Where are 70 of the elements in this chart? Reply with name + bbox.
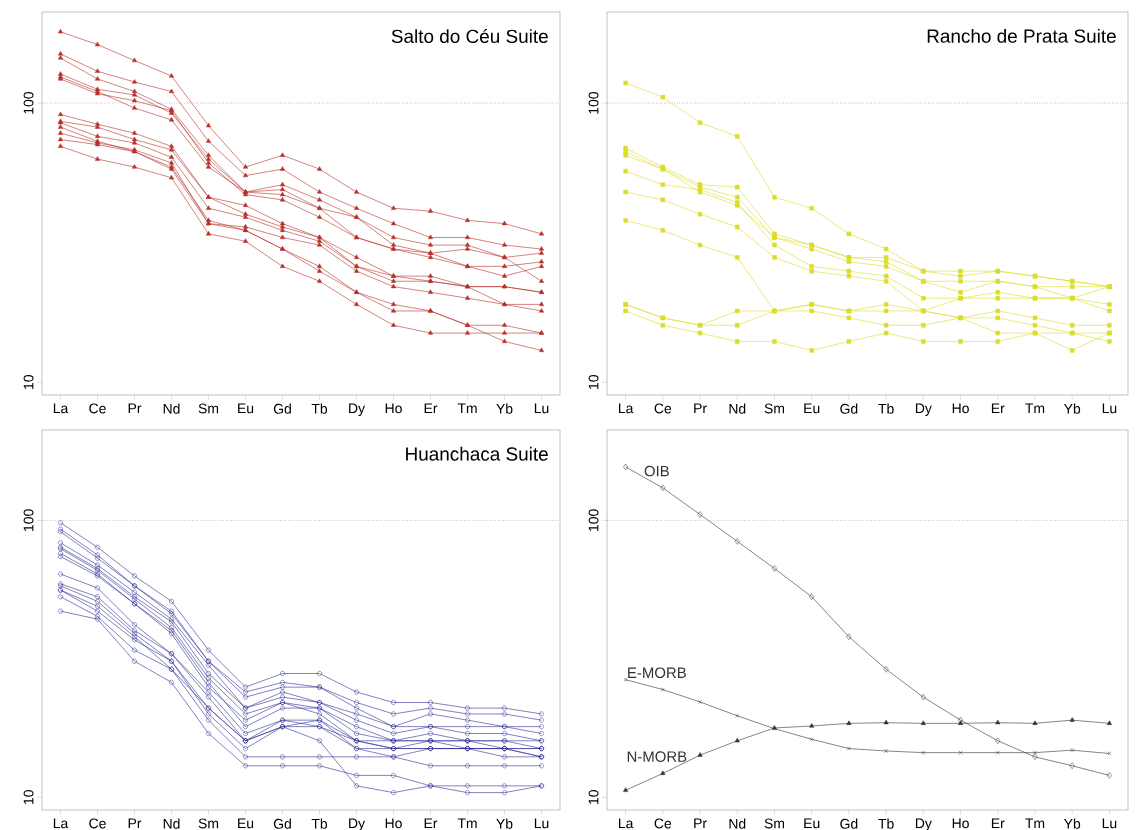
y-tick-label: 10: [588, 375, 599, 389]
x-tick-label: Nd: [163, 818, 180, 829]
x-tick-label: Gd: [840, 818, 858, 829]
series-label: OIB: [644, 465, 669, 477]
x-tick-label: Sm: [198, 818, 219, 829]
x-tick-label: Nd: [729, 403, 746, 414]
x-tick-label: Tm: [457, 403, 477, 414]
x-tick-label: Dy: [349, 403, 365, 416]
x-tick-label: Lu: [534, 818, 549, 829]
x-tick-label: Er: [991, 818, 1005, 829]
x-tick-label: Ho: [385, 403, 402, 414]
x-tick-label: Gd: [840, 403, 858, 414]
x-tick-label: Tm: [1025, 403, 1045, 414]
text: Salto do Céu Suite: [391, 28, 548, 44]
x-tick-label: Lu: [1102, 403, 1117, 414]
x-tick-label: Lu: [534, 403, 549, 414]
x-tick-label: Tm: [457, 818, 477, 829]
x-tick-label: Yb: [1063, 818, 1081, 829]
x-tick-label: Sm: [764, 403, 785, 414]
x-tick-label: Er: [991, 403, 1005, 414]
x-tick-label: Tm: [1025, 818, 1045, 829]
x-tick-label: Ho: [952, 818, 969, 829]
x-tick-label: La: [53, 403, 69, 414]
x-tick-label: La: [53, 818, 69, 829]
x-tick-label: Yb: [496, 403, 513, 414]
x-tick-label: Eu: [804, 403, 820, 414]
x-tick-label: Dy: [915, 403, 932, 416]
x-tick-label: Gd: [273, 818, 291, 829]
x-tick-label: La: [619, 818, 634, 829]
x-tick-label: Sm: [198, 403, 219, 414]
x-tick-label: Pr: [694, 403, 707, 414]
y-tick-label: 100: [588, 509, 599, 531]
x-tick-label: Pr: [128, 818, 142, 829]
y-tick-label: 100: [23, 509, 34, 531]
text: Huanchaca Suite: [406, 446, 548, 461]
series-label: E-MORB: [628, 667, 686, 679]
x-tick-label: Lu: [1102, 818, 1117, 829]
text: Rancho de Prata Suite: [927, 28, 1116, 43]
x-tick-label: Gd: [273, 403, 291, 414]
x-tick-label: Eu: [804, 818, 820, 829]
x-tick-label: La: [619, 403, 634, 414]
x-tick-label: Dy: [349, 818, 365, 830]
x-tick-label: Ho: [952, 403, 969, 414]
x-tick-label: Pr: [694, 818, 707, 829]
series-label: N-MORB: [627, 751, 687, 762]
y-tick-label: 100: [23, 91, 34, 114]
x-tick-label: Tb: [311, 403, 328, 414]
x-tick-label: Sm: [764, 818, 785, 829]
x-tick-label: Ce: [89, 403, 106, 414]
x-tick-label: Ce: [654, 403, 672, 414]
x-tick-label: Ce: [89, 818, 106, 829]
y-tick-label: 10: [588, 790, 599, 805]
x-tick-label: Nd: [729, 818, 746, 829]
y-tick-label: 10: [23, 375, 34, 389]
x-tick-label: Eu: [238, 403, 254, 414]
y-tick-label: 100: [588, 91, 599, 114]
y-tick-label: 10: [23, 790, 34, 805]
x-tick-label: Pr: [128, 403, 142, 414]
x-tick-label: Yb: [496, 818, 513, 829]
x-tick-label: Tb: [311, 818, 328, 829]
x-tick-label: Dy: [915, 818, 932, 830]
x-tick-label: Er: [424, 403, 438, 414]
x-tick-label: Ce: [654, 818, 672, 829]
x-tick-label: Yb: [1063, 403, 1081, 414]
x-tick-label: Tb: [878, 818, 894, 829]
x-tick-label: Er: [424, 818, 438, 829]
x-tick-label: Eu: [238, 818, 254, 829]
x-tick-label: Tb: [878, 403, 894, 414]
x-tick-label: Nd: [163, 403, 180, 414]
x-tick-label: Ho: [385, 818, 402, 829]
